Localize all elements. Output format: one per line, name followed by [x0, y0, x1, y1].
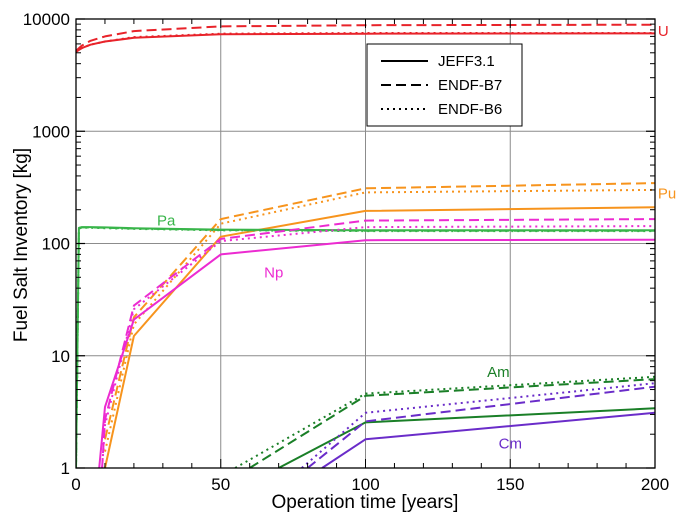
- x-tick-label: 100: [351, 475, 379, 494]
- x-tick-label: 0: [71, 475, 80, 494]
- tick-labels: 0 50 100 150 200 1 10 100 1000 10000: [23, 10, 669, 494]
- y-tick-label: 10000: [23, 10, 70, 29]
- series-cm-jeff31: [321, 411, 655, 468]
- legend-label: ENDF-B7: [438, 77, 502, 94]
- legend-label: ENDF-B6: [438, 101, 502, 118]
- x-tick-label: 150: [496, 475, 524, 494]
- series-np-endfb7: [101, 218, 655, 468]
- gridlines: [76, 19, 655, 468]
- legend-label: JEFF3.1: [438, 53, 495, 70]
- y-tick-label: 1: [61, 459, 70, 478]
- element-labels: U Pu Pa Np Am Cm: [157, 23, 676, 452]
- series-u-jeff31: [76, 32, 655, 53]
- y-tick-label: 100: [42, 235, 70, 254]
- series-cm-endfb7: [306, 385, 655, 468]
- element-label-cm: Cm: [499, 436, 522, 453]
- axis-ticks: [75, 18, 656, 469]
- series-cm-endfb6: [301, 382, 655, 468]
- element-label-pu: Pu: [658, 185, 676, 202]
- series-am-jeff31: [278, 407, 655, 468]
- element-label-u: U: [658, 23, 669, 40]
- series-pu-jeff31: [104, 206, 655, 468]
- legend-box: [366, 43, 523, 127]
- series-layer: [76, 23, 655, 468]
- legend: JEFF3.1 ENDF-B7 ENDF-B6: [366, 43, 523, 127]
- series-np-endfb6: [101, 225, 655, 468]
- x-tick-label: 200: [641, 475, 669, 494]
- y-tick-label: 10: [51, 347, 70, 366]
- y-axis-title: Fuel Salt Inventory [kg]: [11, 148, 32, 342]
- series-am-endfb7: [249, 378, 655, 468]
- element-label-np: Np: [264, 265, 283, 282]
- element-label-pa: Pa: [157, 213, 176, 230]
- series-pa-endfb6: [76, 226, 655, 468]
- series-np-jeff31: [98, 238, 655, 468]
- series-pu-endfb7: [104, 182, 655, 440]
- y-tick-label: 1000: [32, 122, 70, 141]
- x-tick-label: 50: [211, 475, 230, 494]
- series-am-endfb6: [234, 375, 655, 468]
- x-axis-title: Operation time [years]: [272, 492, 459, 513]
- series-u-endfb7: [76, 23, 655, 52]
- element-label-am: Am: [487, 364, 510, 381]
